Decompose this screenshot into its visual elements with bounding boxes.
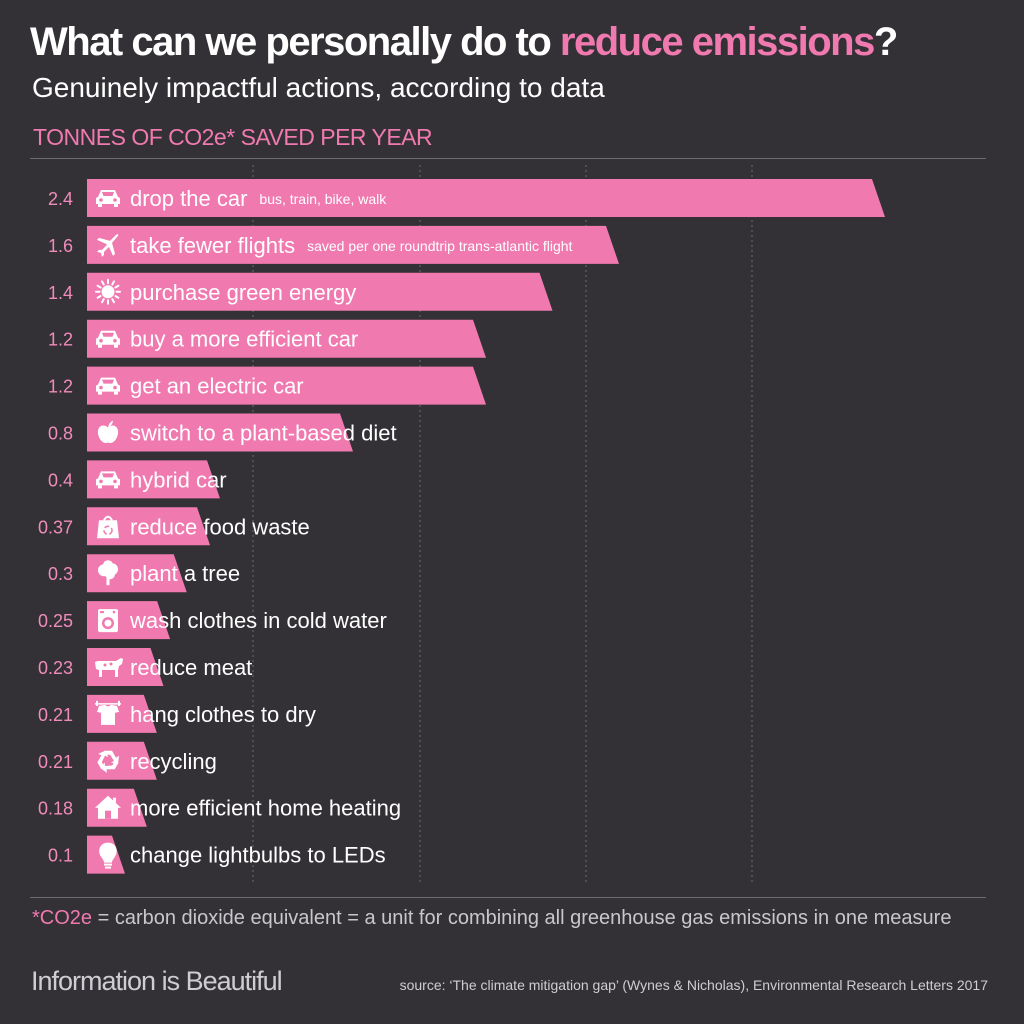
category-label: get an electric car <box>130 374 304 399</box>
value-label: 1.2 <box>48 377 73 397</box>
value-label: 0.21 <box>38 752 73 772</box>
bar-row: 0.23 reduce meat <box>38 648 252 686</box>
page-title: What can we personally do to reduce emis… <box>30 20 898 65</box>
footnote-term: *CO2e <box>32 907 93 929</box>
apple-icon <box>97 420 119 444</box>
recycle-bag-icon <box>97 515 119 539</box>
value-label: 0.37 <box>38 517 73 537</box>
value-label: 1.4 <box>48 283 73 303</box>
value-label: 0.4 <box>48 470 73 490</box>
value-label: 2.4 <box>48 189 73 209</box>
plane-icon <box>97 233 119 257</box>
bar <box>87 460 220 499</box>
bar-row: 1.6 take fewer flights saved per one round… <box>48 225 619 264</box>
clothesline-icon <box>95 700 121 725</box>
recycle-icon <box>97 750 119 773</box>
category-label: more efficient home heating <box>130 796 401 821</box>
bar-row: 0.1 change lightbulbs to LEDs <box>48 835 386 874</box>
value-label: 0.3 <box>48 564 73 584</box>
page-subtitle: Genuinely impactful actions, according t… <box>32 72 605 103</box>
bar-row: 0.25 wash clothes in cold water <box>38 601 387 640</box>
category-label: reduce food waste <box>130 514 310 539</box>
car-icon <box>96 471 120 489</box>
bar-row: 0.21 hang clothes to dry <box>38 694 316 733</box>
bar <box>87 319 486 358</box>
source-credit: source: ‘The climate mitigation gap’ (Wy… <box>399 977 988 993</box>
value-label: 0.8 <box>48 424 73 444</box>
car-icon <box>96 330 120 348</box>
sun-icon <box>95 278 121 305</box>
bar <box>87 272 553 311</box>
car-icon <box>96 190 120 207</box>
lightbulb-icon <box>99 842 117 869</box>
bar-row: 1.2 get an electric car <box>48 366 486 405</box>
bar <box>87 179 885 217</box>
category-label: drop the car <box>130 186 247 211</box>
bar-row: 1.4 purchase green energy <box>48 272 553 311</box>
car-icon <box>96 377 120 395</box>
top-divider <box>30 158 986 159</box>
category-label: purchase green energy <box>130 280 356 305</box>
bar <box>87 648 164 686</box>
value-label: 0.25 <box>38 611 73 631</box>
footnote-definition: = carbon dioxide equivalent = a unit for… <box>92 907 952 929</box>
bar-row: 0.18 more efficient home heating <box>38 788 401 827</box>
value-label: 0.18 <box>38 799 73 819</box>
value-label: 0.1 <box>48 846 73 866</box>
axis-label: TONNES OF CO2e* SAVED PER YEAR <box>33 124 433 150</box>
bottom-divider <box>30 897 986 898</box>
category-label: hybrid car <box>130 467 227 492</box>
bar <box>87 225 619 264</box>
category-label: take fewer flights <box>130 233 295 258</box>
title-accent: reduce emissions <box>559 20 875 64</box>
category-label: recycling <box>130 749 217 774</box>
category-label: change lightbulbs to LEDs <box>130 843 386 868</box>
bar <box>87 366 486 405</box>
bar-row: 1.2 buy a more efficient car <box>48 319 486 358</box>
title-question-mark: ? <box>873 20 898 64</box>
bar-row: 0.3 plant a tree <box>48 554 240 593</box>
bar-row: 0.21 recycling <box>38 741 217 780</box>
bar-row: 0.37 reduce food waste <box>38 507 310 546</box>
house-icon <box>95 795 121 819</box>
category-label: wash clothes in cold water <box>129 608 387 633</box>
annotation: bus, train, bike, walk <box>259 191 387 207</box>
title-text: What can we personally do to <box>30 20 560 64</box>
footnote: *CO2e = carbon dioxide equivalent = a un… <box>32 907 951 930</box>
value-label: 1.6 <box>48 236 73 256</box>
category-label: hang clothes to dry <box>130 702 316 727</box>
brand-logo: Information is Beautiful <box>31 966 283 996</box>
value-label: 1.2 <box>48 330 73 350</box>
category-label: reduce meat <box>130 655 252 680</box>
bar-row: 2.4 drop the car bus, train, bike, walk <box>48 179 885 217</box>
bar <box>87 413 353 452</box>
tree-icon <box>98 560 118 586</box>
cow-icon <box>95 658 123 677</box>
annotation: saved per one roundtrip trans-atlantic f… <box>307 238 572 254</box>
washing-machine-icon <box>98 609 118 633</box>
category-label: plant a tree <box>130 561 240 586</box>
value-label: 0.23 <box>38 658 73 678</box>
value-label: 0.21 <box>38 705 73 725</box>
bar-row: 0.8 switch to a plant-based diet <box>48 413 397 452</box>
category-label: switch to a plant-based diet <box>130 421 397 446</box>
bar-row: 0.4 hybrid car <box>48 460 227 499</box>
category-label: buy a more efficient car <box>130 327 358 352</box>
